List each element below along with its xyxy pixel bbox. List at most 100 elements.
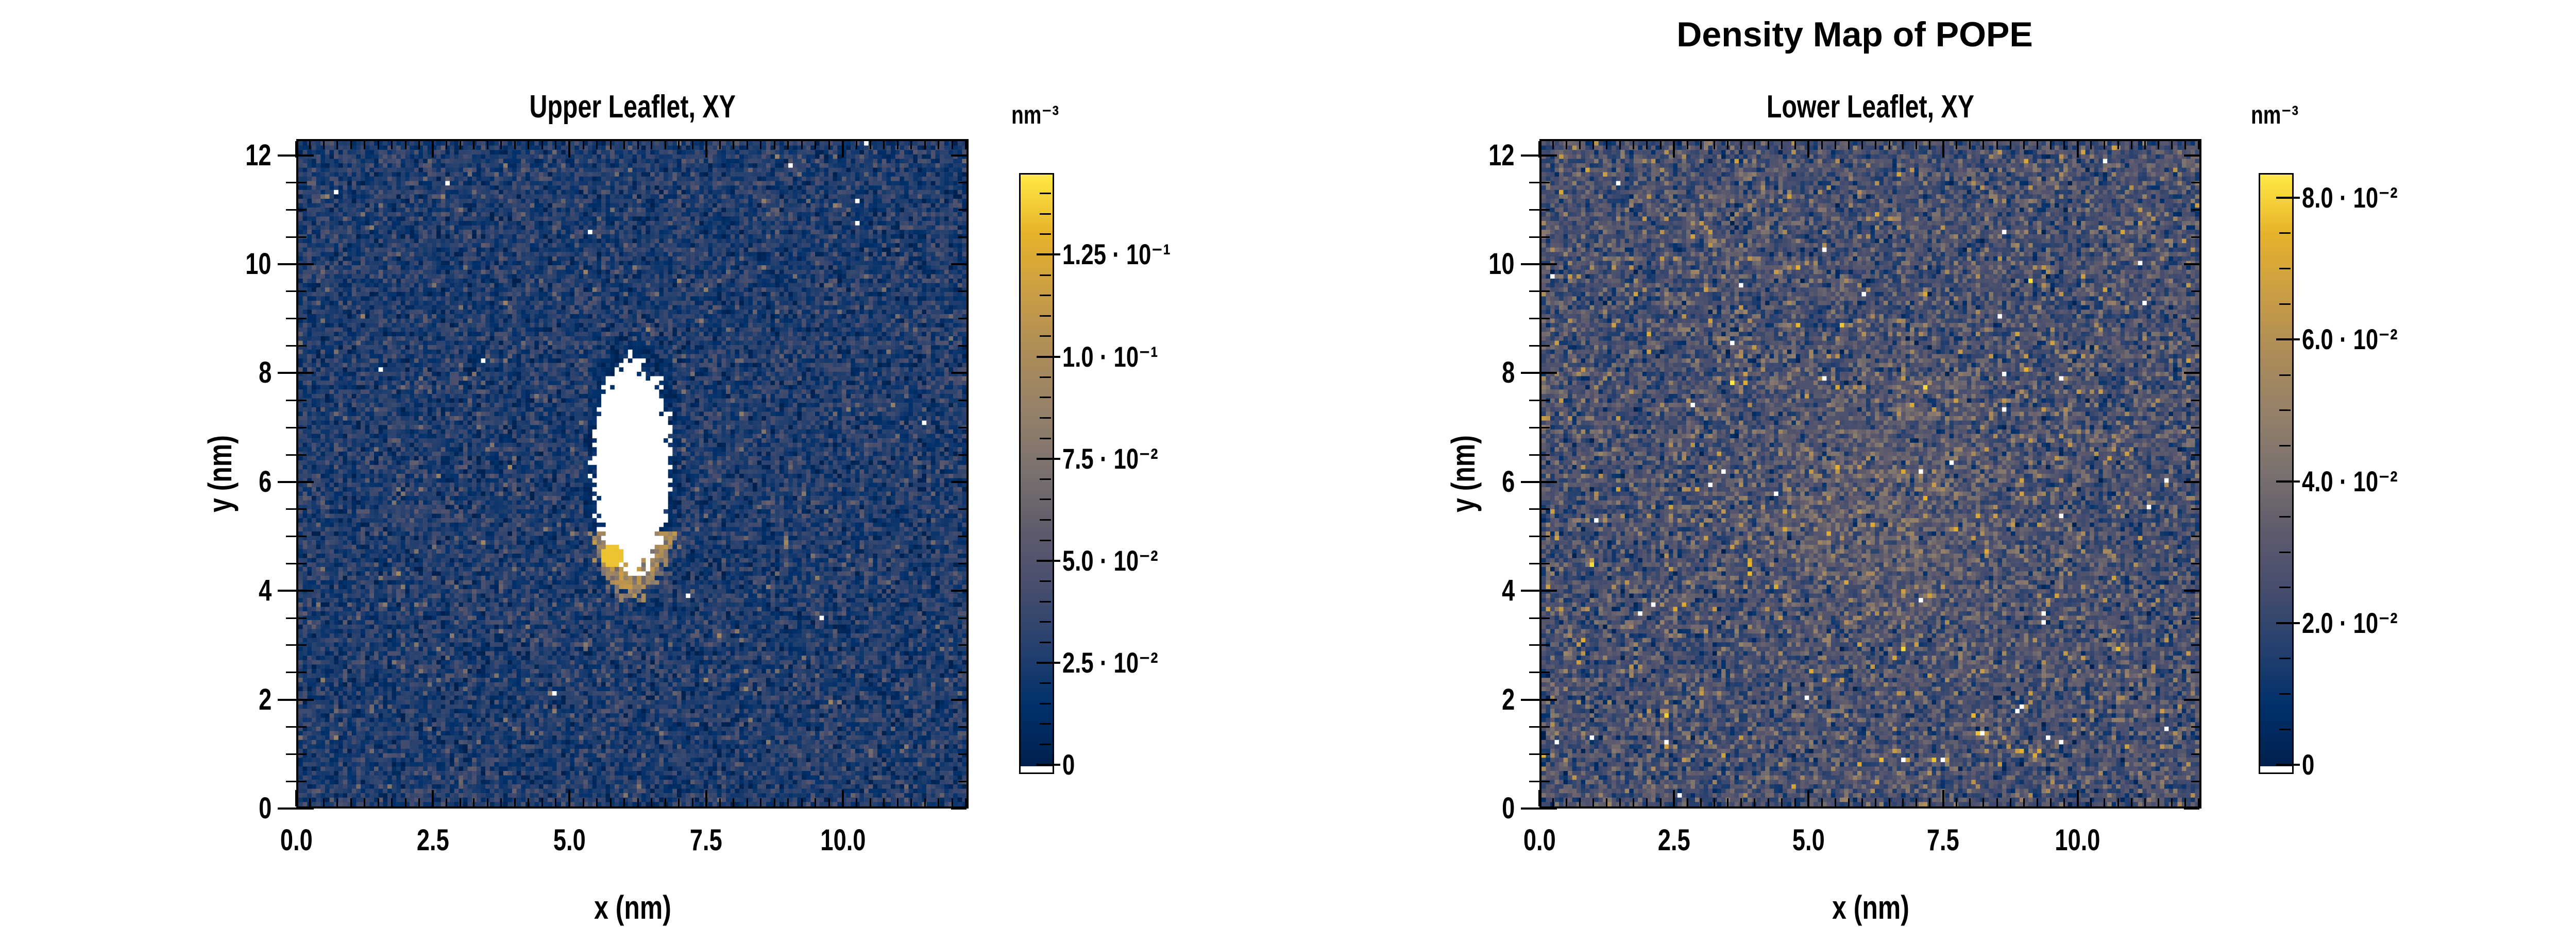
y-minor-tick-right (958, 536, 967, 538)
colorbar-minor-tick (1040, 295, 1051, 297)
y-tick-label: 2 (142, 683, 272, 716)
x-minor-tick-top (336, 141, 338, 149)
colorbar-minor-tick (2279, 409, 2291, 411)
x-minor-tick-top (2117, 141, 2119, 149)
x-minor-tick-top (1565, 141, 1567, 149)
x-minor-tick (1835, 798, 1837, 806)
y-minor-tick (1529, 345, 1550, 347)
x-major-tick (295, 790, 297, 806)
colorbar-minor-tick (2279, 551, 2291, 553)
x-minor-tick (500, 798, 502, 806)
y-minor-tick (1529, 536, 1550, 538)
y-tick-label: 2 (1385, 683, 1515, 716)
y-minor-tick-right (958, 617, 967, 619)
y-minor-tick (286, 426, 307, 428)
x-minor-tick-top (746, 141, 748, 149)
x-minor-tick (856, 798, 857, 806)
y-tick-label-text: 2 (1501, 682, 1515, 716)
x-minor-tick (1888, 798, 1890, 806)
x-minor-tick (1915, 798, 1917, 806)
y-tick-label-text: 10 (1488, 247, 1515, 281)
y-major-tick (1521, 590, 1557, 592)
colorbar-major-tick (1037, 355, 1060, 358)
x-minor-tick-top (514, 141, 516, 149)
x-tick-label-text: 10.0 (2055, 823, 2100, 857)
y-minor-tick (286, 672, 307, 674)
colorbar-tick-label-text: 1.0 · 10⁻¹ (1062, 340, 1158, 373)
y-major-tick (278, 372, 314, 374)
x-major-tick (1673, 790, 1675, 806)
colorbar-minor-tick (1040, 743, 1051, 745)
x-minor-tick (1579, 798, 1581, 806)
x-minor-tick (459, 798, 461, 806)
x-minor-tick (678, 798, 680, 806)
colorbar-minor-tick (1040, 499, 1051, 501)
y-minor-tick-right (2191, 536, 2199, 538)
colorbar-minor-tick (1040, 682, 1051, 684)
y-major-tick (278, 698, 314, 701)
x-minor-tick (1686, 798, 1688, 806)
y-tick-label: 8 (142, 356, 272, 389)
x-minor-tick-top (1646, 141, 1648, 149)
x-minor-tick-top (309, 141, 311, 149)
colorbar-tick-label: 2.5 · 10⁻² (1062, 646, 1310, 679)
x-minor-tick-top (1727, 141, 1729, 149)
x-minor-tick (691, 798, 693, 806)
y-minor-tick-right (958, 562, 967, 564)
x-minor-tick (309, 798, 311, 806)
x-minor-tick (1996, 798, 1998, 806)
x-tick-label-text: 10.0 (820, 823, 866, 857)
colorbar-minor-tick (2279, 658, 2291, 660)
x-minor-tick-top (528, 141, 530, 149)
x-minor-tick (623, 798, 625, 806)
x-minor-tick (1969, 798, 1971, 806)
x-minor-tick (1875, 798, 1877, 806)
y-minor-tick-right (2191, 672, 2199, 674)
colorbar-tick-label-text: 1.25 · 10⁻¹ (1062, 238, 1171, 271)
x-minor-tick-top (637, 141, 639, 149)
colorbar-minor-tick (1040, 437, 1051, 439)
x-minor-tick-top (1592, 141, 1594, 149)
y-minor-tick-right (958, 753, 967, 755)
x-minor-tick-top (856, 141, 857, 149)
x-minor-tick-top (500, 141, 502, 149)
y-major-tick (278, 263, 314, 266)
colorbar-lower-leaflet (2259, 173, 2294, 774)
x-minor-tick (2144, 798, 2146, 806)
x-minor-tick-top (2090, 141, 2092, 149)
y-tick-label: 10 (142, 248, 272, 281)
y-tick-label: 12 (142, 139, 272, 172)
x-major-tick-top (841, 141, 844, 158)
y-minor-tick (286, 209, 307, 211)
x-minor-tick-top (473, 141, 475, 149)
x-minor-tick (719, 798, 721, 806)
colorbar-minor-tick (2279, 587, 2291, 589)
x-major-tick-top (432, 141, 434, 158)
x-axis-label: x (nm) (594, 889, 671, 926)
x-minor-tick (404, 798, 406, 806)
y-minor-tick-right (2191, 617, 2199, 619)
y-minor-tick-right (2191, 318, 2199, 320)
y-minor-tick-right (958, 318, 967, 320)
x-minor-tick-top (1714, 141, 1716, 149)
colorbar-major-tick (1037, 559, 1060, 562)
y-minor-tick (286, 290, 307, 293)
colorbar-tick-label-text: 4.0 · 10⁻² (2302, 465, 2398, 497)
y-minor-tick-right (958, 290, 967, 293)
x-minor-tick (733, 798, 735, 806)
colorbar-minor-tick (1040, 376, 1051, 378)
y-major-tick-right (951, 263, 967, 266)
x-minor-tick (364, 798, 366, 806)
y-minor-tick-right (958, 672, 967, 674)
y-major-tick-right (2184, 807, 2199, 810)
y-major-tick-right (951, 154, 967, 157)
x-minor-tick (2104, 798, 2106, 806)
x-minor-tick (637, 798, 639, 806)
y-tick-label-text: 4 (1501, 574, 1515, 608)
x-minor-tick (1794, 798, 1796, 806)
x-minor-tick (2157, 798, 2159, 806)
y-major-tick-right (2184, 372, 2199, 374)
y-minor-tick (286, 617, 307, 619)
colorbar-major-tick (1037, 764, 1060, 766)
x-tick-label-text: 7.5 (1927, 823, 1959, 857)
